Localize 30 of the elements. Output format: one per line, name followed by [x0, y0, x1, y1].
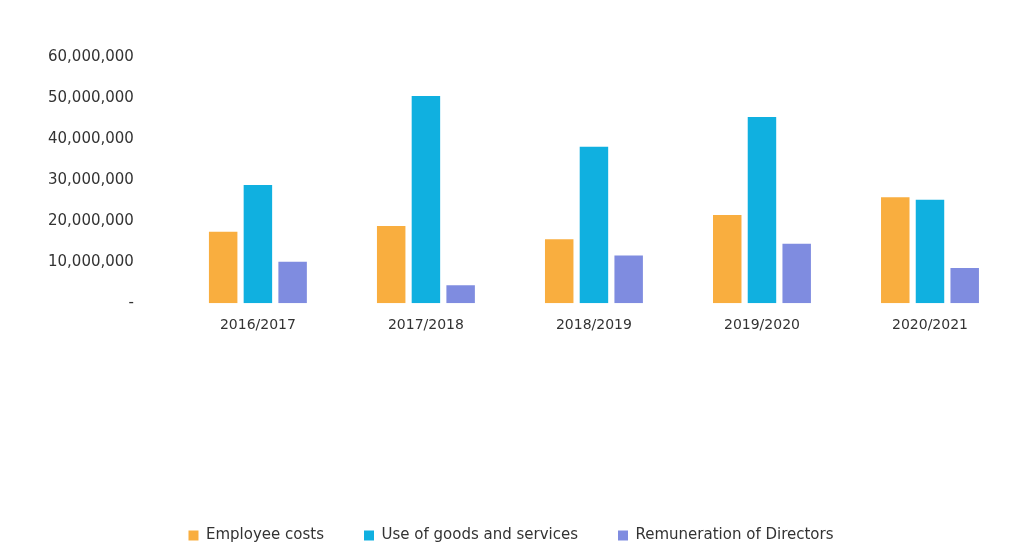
y-tick-label: 10,000,000	[47, 252, 134, 271]
legend-label: Remuneration of Directors	[635, 525, 834, 544]
bar	[782, 243, 811, 304]
legend-label: Use of goods and services	[381, 525, 579, 544]
bar	[747, 116, 777, 304]
y-tick-label: 50,000,000	[47, 87, 134, 106]
bar	[950, 267, 979, 304]
x-tick-label: 2019/2020	[723, 316, 800, 333]
legend-label: Employee costs	[205, 525, 325, 544]
bar	[881, 197, 910, 304]
bar	[446, 285, 475, 304]
bar	[713, 214, 742, 304]
bar	[208, 231, 238, 304]
bar	[278, 261, 307, 304]
x-tick-label: 2020/2021	[892, 316, 968, 333]
bar	[614, 255, 643, 304]
y-tick-label: 20,000,000	[47, 211, 134, 230]
x-tick-label: 2018/2019	[555, 316, 632, 333]
bar	[544, 239, 574, 304]
bar	[411, 95, 441, 304]
bar	[915, 199, 945, 304]
x-tick-label: 2017/2018	[387, 316, 464, 333]
x-tick-label: 2016/2017	[219, 316, 296, 333]
bar	[243, 185, 273, 304]
y-tick-label: -	[128, 293, 134, 312]
bar	[579, 146, 609, 304]
y-tick-label: 30,000,000	[47, 169, 134, 188]
y-tick-label: 60,000,000	[47, 46, 134, 65]
y-tick-label: 40,000,000	[47, 128, 134, 147]
bar	[376, 226, 406, 304]
